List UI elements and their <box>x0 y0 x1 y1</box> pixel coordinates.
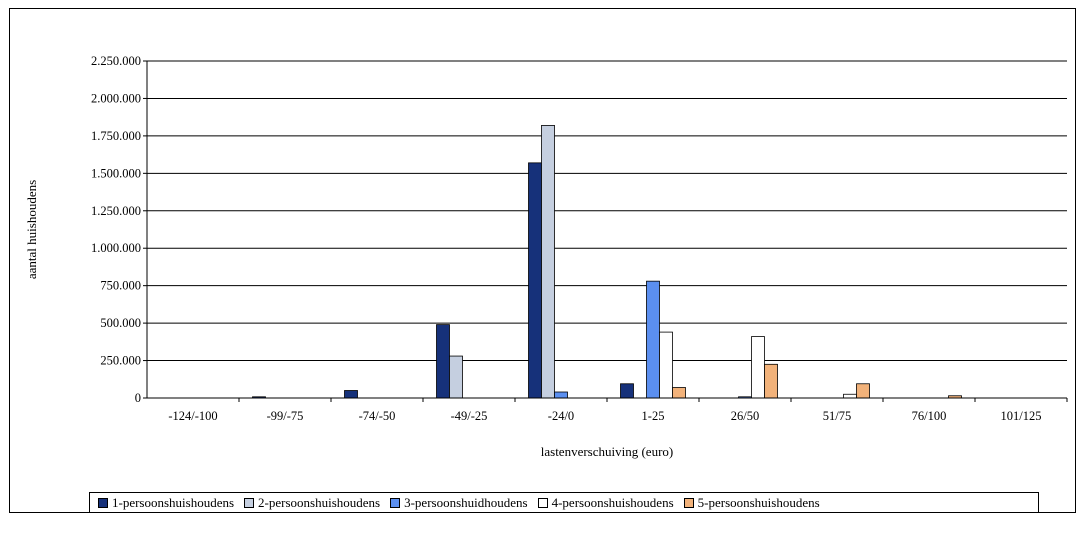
bar <box>856 383 870 399</box>
chart: 0 250.000 500.000 750.000 1.000.000 1.250.000… <box>24 54 1068 459</box>
bar <box>528 162 542 399</box>
bar <box>646 280 660 399</box>
legend-item: 2-persoonshuishoudens <box>244 495 380 511</box>
y-tick-label: 1.000.000 <box>91 241 141 255</box>
bar <box>672 387 686 399</box>
y-tick-label: 1.250.000 <box>91 204 141 218</box>
legend: 1-persoonshuishoudens 2-persoonshuishoude… <box>89 492 1039 513</box>
legend-label: 4-persoonshuishoudens <box>551 494 674 510</box>
legend-item: 3-persoonshuidhoudens <box>390 495 528 511</box>
bar <box>751 336 765 399</box>
y-tick-label: 1.500.000 <box>91 166 141 180</box>
x-tick-label: -24/0 <box>548 409 574 423</box>
legend-swatch <box>98 497 108 508</box>
legend-item: 1-persoonshuishoudens <box>98 495 234 511</box>
y-tick-label: 2.000.000 <box>91 91 141 105</box>
x-tick-label: -74/-50 <box>359 409 396 423</box>
bar <box>541 125 555 399</box>
y-tick-label: 500.000 <box>100 316 141 330</box>
x-axis-title: lastenverschuiving (euro) <box>541 444 673 459</box>
bar <box>843 393 857 399</box>
legend-item: 4-persoonshuishoudens <box>537 494 674 511</box>
legend-swatch <box>683 497 694 508</box>
legend-swatch <box>537 497 548 508</box>
x-tick-label: 101/125 <box>1001 409 1042 423</box>
bar <box>554 391 568 399</box>
y-tick-label: 1.750.000 <box>91 129 141 143</box>
legend-swatch <box>244 497 255 508</box>
y-axis-title: aantal huishoudens <box>24 180 39 279</box>
y-tick-label: 2.250.000 <box>91 54 141 68</box>
x-tick-label: 1-25 <box>642 409 665 423</box>
x-tick-label: 76/100 <box>912 409 947 423</box>
legend-label: 2-persoonshuishoudens <box>258 494 381 510</box>
x-tick-label: -99/-75 <box>267 409 304 423</box>
x-tick-label: -49/-25 <box>451 409 488 423</box>
bar <box>436 324 450 399</box>
bar <box>344 390 358 399</box>
legend-item: 5-persoonshuishoudens <box>683 494 820 511</box>
bar <box>620 383 634 399</box>
legend-swatch <box>390 497 401 508</box>
bar <box>764 363 778 399</box>
bar <box>449 355 463 399</box>
legend-label: 5-persoonshuishoudens <box>697 494 820 510</box>
chart-frame: 0 250.000 500.000 750.000 1.000.000 1.250.000… <box>9 8 1076 513</box>
y-tick-label: 0 <box>135 391 141 405</box>
x-tick-label: -124/-100 <box>168 409 217 423</box>
x-tick-label: 26/50 <box>731 409 759 423</box>
legend-label: 1-persoonshuishoudens <box>112 494 235 510</box>
y-tick-label: 750.000 <box>100 279 141 293</box>
bar <box>659 331 673 399</box>
legend-label: 3-persoonshuidhoudens <box>404 494 528 510</box>
x-tick-label: 51/75 <box>823 409 851 423</box>
y-tick-label: 250.000 <box>100 354 141 368</box>
